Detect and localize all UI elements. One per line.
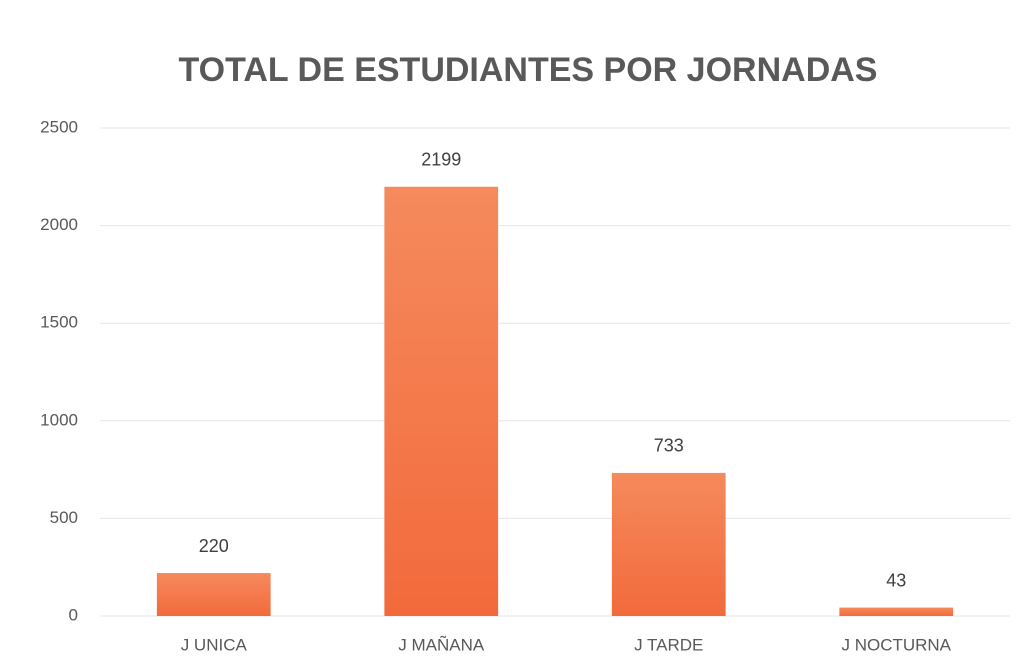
bar <box>839 607 954 616</box>
x-tick-label: J MAÑANA <box>398 635 485 654</box>
y-tick-label: 2500 <box>40 117 78 136</box>
chart-title: TOTAL DE ESTUDIANTES POR JORNADAS <box>179 51 878 89</box>
y-tick-label: 1000 <box>40 410 78 429</box>
y-tick-label: 0 <box>69 605 78 624</box>
y-tick-label: 1500 <box>40 313 78 332</box>
y-tick-label: 2000 <box>40 215 78 234</box>
data-label: 43 <box>886 570 906 590</box>
y-tick-label: 500 <box>50 508 78 527</box>
bar <box>156 573 271 616</box>
data-label: 220 <box>199 536 229 556</box>
data-label: 2199 <box>421 150 461 170</box>
x-tick-label: J TARDE <box>634 635 703 654</box>
bar <box>384 186 499 617</box>
x-tick-label: J NOCTURNA <box>841 635 951 654</box>
x-tick-label: J UNICA <box>181 635 248 654</box>
data-label: 733 <box>654 436 684 456</box>
bar <box>611 472 726 616</box>
